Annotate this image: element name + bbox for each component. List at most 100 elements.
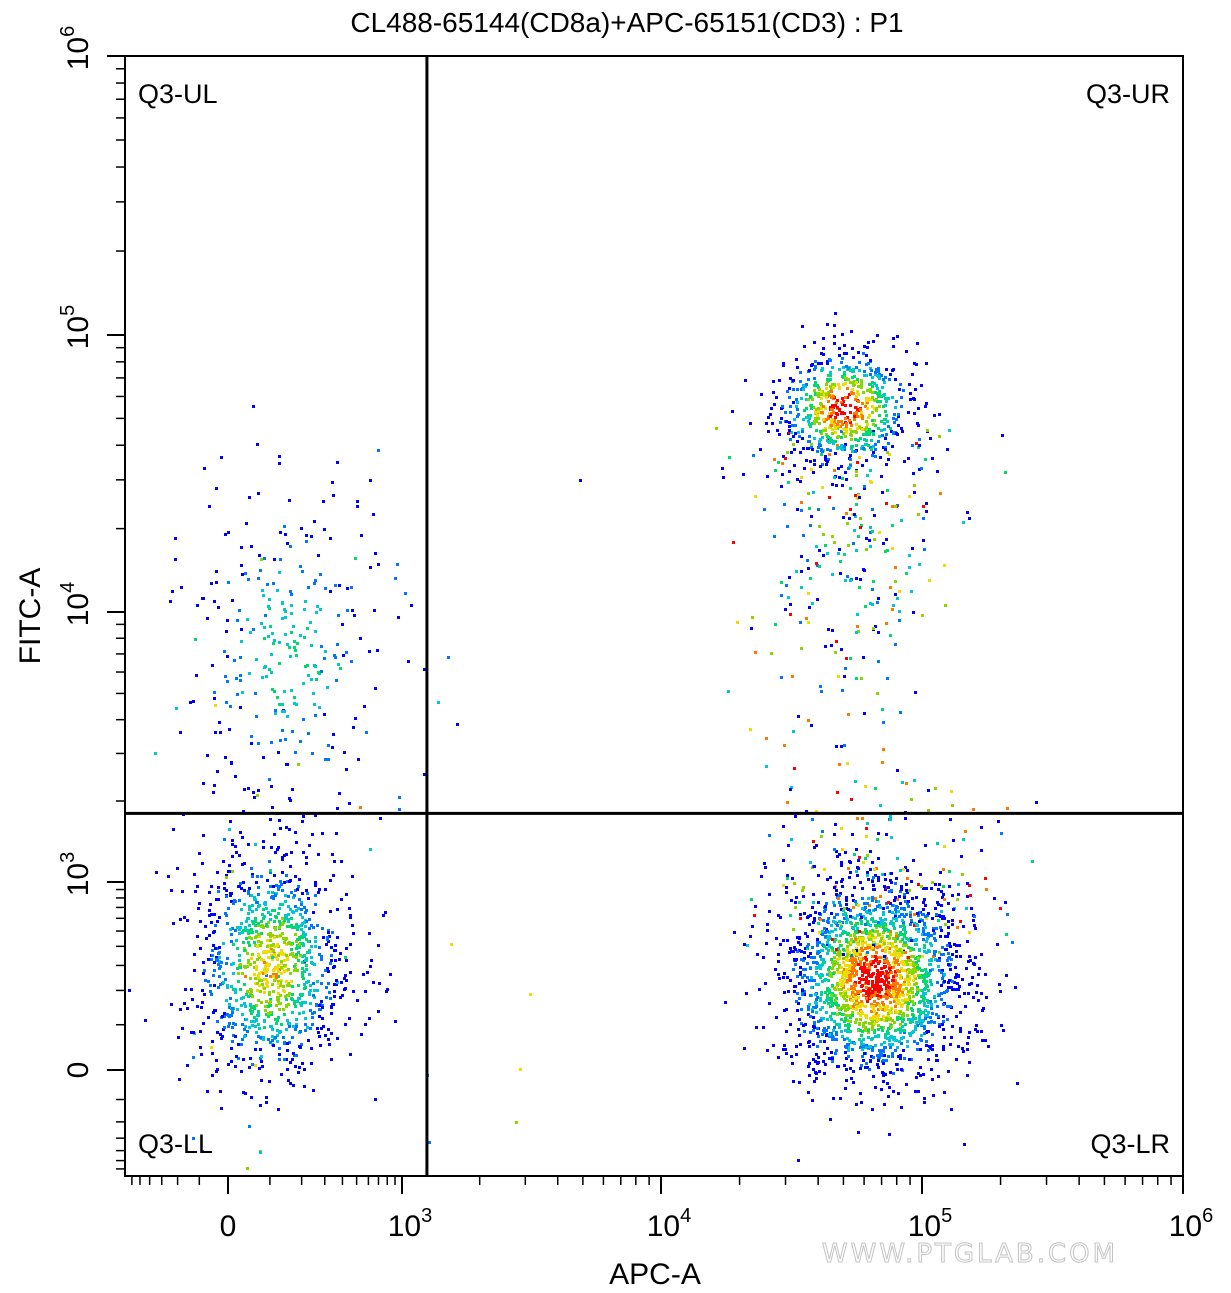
event-dot (898, 993, 901, 996)
event-dot (833, 1012, 836, 1015)
event-dot (311, 1012, 314, 1015)
event-dot (896, 1068, 899, 1071)
event-dot (839, 934, 842, 937)
event-dot (807, 1008, 810, 1011)
event-dot (894, 985, 897, 988)
event-dot (873, 868, 876, 871)
event-dot (873, 382, 876, 385)
event-dot (803, 990, 806, 993)
event-dot (826, 362, 829, 365)
event-dot (814, 417, 817, 420)
event-dot (862, 1045, 865, 1048)
event-dot (887, 981, 890, 984)
event-dot (914, 977, 917, 980)
event-dot (868, 1045, 871, 1048)
event-dot (894, 593, 897, 596)
event-dot (929, 437, 932, 440)
event-dot (273, 953, 276, 956)
event-dot (203, 969, 206, 972)
event-dot (919, 1010, 922, 1013)
event-dot (918, 989, 921, 992)
event-dot (942, 868, 945, 871)
event-dot (283, 1013, 286, 1016)
event-dot (283, 1058, 286, 1061)
event-dot (828, 989, 831, 992)
event-dot (324, 650, 327, 653)
event-dot (313, 1011, 316, 1014)
event-dot (906, 975, 909, 978)
event-dot (898, 995, 901, 998)
event-dot (255, 930, 258, 933)
event-dot (202, 597, 205, 600)
event-dot (959, 955, 962, 958)
event-dot (833, 324, 836, 327)
event-dot (888, 1018, 891, 1021)
event-dot (845, 903, 848, 906)
event-dot (840, 465, 843, 468)
event-dot (842, 432, 845, 435)
event-dot (882, 1003, 885, 1006)
event-dot (230, 1060, 233, 1063)
event-dot (303, 983, 306, 986)
event-dot (235, 939, 238, 942)
event-dot (290, 604, 293, 607)
event-dot (854, 450, 857, 453)
event-dot (843, 1038, 846, 1041)
event-dot (227, 1025, 230, 1028)
event-dot (873, 930, 876, 933)
event-dot (813, 437, 816, 440)
event-dot (888, 1133, 891, 1136)
event-dot (844, 1009, 847, 1012)
event-dot (860, 524, 863, 527)
event-dot (904, 931, 907, 934)
event-dot (839, 560, 842, 563)
event-dot (863, 967, 866, 970)
event-dot (902, 868, 905, 871)
event-dot (847, 1023, 850, 1026)
event-dot (302, 851, 305, 854)
event-dot (890, 430, 893, 433)
event-dot (828, 997, 831, 1000)
event-dot (925, 510, 928, 513)
event-dot (793, 882, 796, 885)
event-dot (239, 831, 242, 834)
event-dot (866, 1000, 869, 1003)
event-dot (850, 954, 853, 957)
event-dot (835, 881, 838, 884)
event-dot (276, 1034, 279, 1037)
event-dot (878, 960, 881, 963)
event-dot (881, 1001, 884, 1004)
event-dot (873, 514, 876, 517)
event-dot (941, 1023, 944, 1026)
event-dot (867, 430, 870, 433)
event-dot (892, 1072, 895, 1075)
event-dot (886, 451, 889, 454)
event-dot (801, 976, 804, 979)
event-dot (841, 1006, 844, 1009)
event-dot (842, 930, 845, 933)
event-dot (851, 916, 854, 919)
event-dot (773, 458, 776, 461)
event-dot (941, 917, 944, 920)
event-dot (871, 381, 874, 384)
event-dot (871, 603, 874, 606)
event-dot (869, 946, 872, 949)
event-dot (284, 738, 287, 741)
event-dot (857, 963, 860, 966)
event-dot (837, 467, 840, 470)
event-dot (305, 981, 308, 984)
event-dot (832, 1097, 835, 1100)
event-dot (894, 970, 897, 973)
event-dot (912, 979, 915, 982)
event-dot (377, 1010, 380, 1013)
event-dot (875, 867, 878, 870)
event-dot (869, 944, 872, 947)
event-dot (190, 988, 193, 991)
event-dot (228, 1022, 231, 1025)
event-dot (267, 891, 270, 894)
event-dot (335, 832, 338, 835)
event-dot (874, 897, 877, 900)
event-dot (277, 982, 280, 985)
event-dot (289, 799, 292, 802)
event-dot (291, 730, 294, 733)
